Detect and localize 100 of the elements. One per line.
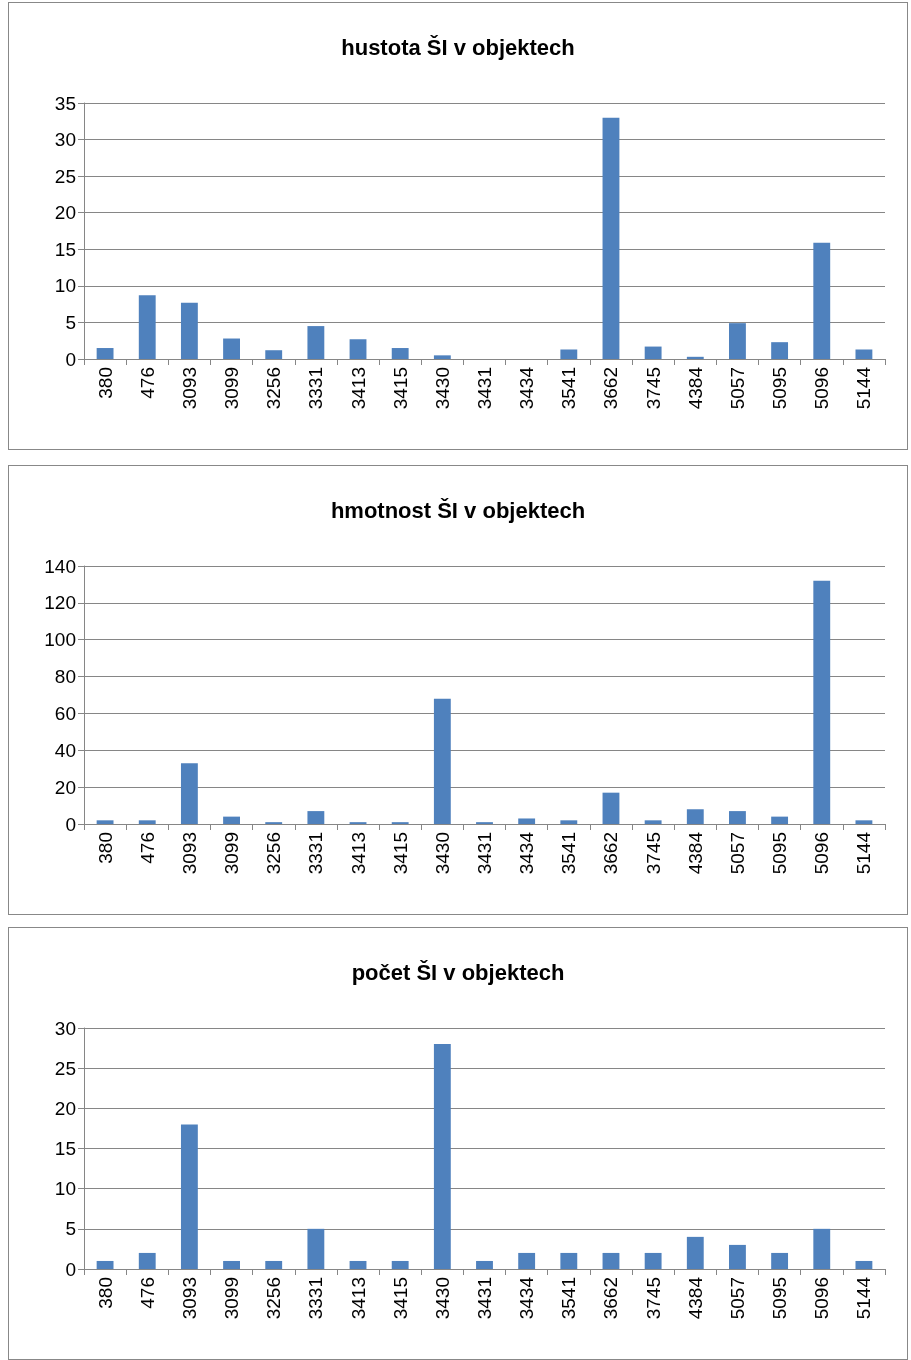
y-tick-label: 15 — [54, 1138, 76, 1159]
bar — [433, 698, 451, 824]
bar — [686, 809, 704, 824]
bar — [265, 1260, 283, 1269]
bar — [265, 350, 283, 359]
x-tick-label: 3745 — [642, 832, 664, 875]
bar — [96, 1260, 114, 1269]
bar — [96, 820, 114, 824]
bar — [138, 1252, 156, 1269]
bar — [349, 339, 367, 359]
x-tick-label: 3415 — [389, 367, 411, 410]
bar — [644, 346, 662, 359]
y-tick-label: 0 — [65, 813, 76, 835]
y-tick-label: 0 — [65, 1258, 76, 1280]
y-tick-label: 10 — [54, 275, 76, 297]
bar — [644, 820, 662, 824]
x-tick-label: 3413 — [347, 832, 369, 875]
x-tick-label: 3093 — [178, 1277, 200, 1320]
x-tick-label: 3331 — [305, 1277, 327, 1320]
x-tick-label: 3099 — [221, 832, 243, 875]
y-tick-label: 25 — [54, 1057, 76, 1079]
bar — [307, 326, 325, 359]
bar — [349, 1260, 367, 1269]
bar — [855, 1260, 873, 1269]
x-tick-label: 5095 — [769, 832, 791, 875]
y-tick-label: 60 — [54, 702, 76, 724]
x-tick-label: 4384 — [684, 366, 706, 410]
x-tick-label: 3745 — [642, 1277, 664, 1320]
x-tick-label: 380 — [94, 832, 116, 864]
bar — [560, 349, 578, 359]
x-tick-label: 3415 — [389, 1277, 411, 1320]
y-tick-label: 5 — [65, 311, 76, 333]
y-tick-label: 5 — [65, 1218, 76, 1240]
x-tick-label: 3745 — [642, 367, 664, 410]
bar — [180, 763, 198, 824]
x-tick-label: 5096 — [811, 1277, 833, 1320]
y-tick-label: 30 — [54, 1017, 76, 1039]
x-tick-label: 3256 — [263, 367, 285, 410]
bar — [602, 792, 620, 824]
y-tick-label: 20 — [54, 202, 76, 224]
y-tick-label: 0 — [65, 348, 76, 370]
y-tick-label: 35 — [54, 92, 76, 114]
x-tick-label: 5095 — [769, 367, 791, 410]
bar — [433, 355, 451, 359]
x-tick-label: 380 — [94, 1277, 116, 1309]
bar — [813, 580, 831, 824]
chart-title: počet ŠI v objektech — [351, 959, 565, 985]
bar — [560, 820, 578, 824]
x-tick-label: 3434 — [516, 831, 538, 875]
x-tick-label: 380 — [94, 367, 116, 399]
x-tick-label: 476 — [136, 367, 158, 399]
bar — [96, 348, 114, 359]
bar — [391, 348, 409, 359]
y-tick-label: 80 — [54, 666, 76, 688]
bar — [223, 816, 240, 824]
bar — [518, 818, 536, 824]
x-tick-label: 5095 — [769, 1277, 791, 1320]
x-tick-label: 5096 — [811, 367, 833, 410]
x-tick-label: 3430 — [431, 1277, 453, 1320]
x-tick-label: 3541 — [558, 1277, 580, 1320]
x-tick-label: 4384 — [684, 1276, 706, 1320]
bar — [686, 1236, 704, 1269]
bar — [391, 1260, 409, 1269]
y-tick-label: 40 — [54, 739, 76, 761]
y-tick-label: 100 — [44, 629, 76, 651]
y-tick-label: 30 — [54, 129, 76, 151]
x-tick-label: 3431 — [474, 367, 495, 410]
x-tick-label: 3431 — [474, 832, 495, 875]
bar — [138, 295, 156, 359]
x-tick-label: 3256 — [263, 832, 285, 875]
x-tick-label: 3093 — [178, 832, 200, 875]
x-tick-label: 3256 — [263, 1277, 285, 1320]
bar — [223, 338, 240, 359]
x-tick-label: 3541 — [558, 367, 580, 410]
bar — [180, 1124, 198, 1269]
x-tick-label: 3662 — [600, 832, 622, 875]
bar — [602, 117, 620, 359]
bar — [602, 1252, 620, 1269]
bar — [771, 342, 789, 359]
x-tick-label: 5057 — [726, 832, 748, 875]
y-tick-label: 140 — [44, 555, 76, 577]
x-tick-label: 3662 — [600, 367, 622, 410]
bar — [223, 1260, 240, 1269]
bar — [729, 811, 746, 824]
x-tick-label: 3413 — [347, 1277, 369, 1320]
y-tick-label: 15 — [54, 238, 76, 260]
bar — [138, 820, 156, 824]
x-tick-label: 3662 — [600, 1277, 622, 1320]
bar — [729, 323, 746, 359]
bar — [307, 1228, 325, 1269]
bar — [307, 811, 325, 824]
bar — [813, 1228, 831, 1269]
bar — [771, 816, 789, 824]
bar — [855, 820, 873, 824]
x-tick-label: 5096 — [811, 832, 833, 875]
bar — [686, 356, 704, 359]
x-tick-label: 3331 — [305, 367, 327, 410]
y-tick-label: 10 — [54, 1178, 76, 1200]
x-tick-label: 5057 — [726, 367, 748, 410]
bar — [180, 302, 198, 359]
